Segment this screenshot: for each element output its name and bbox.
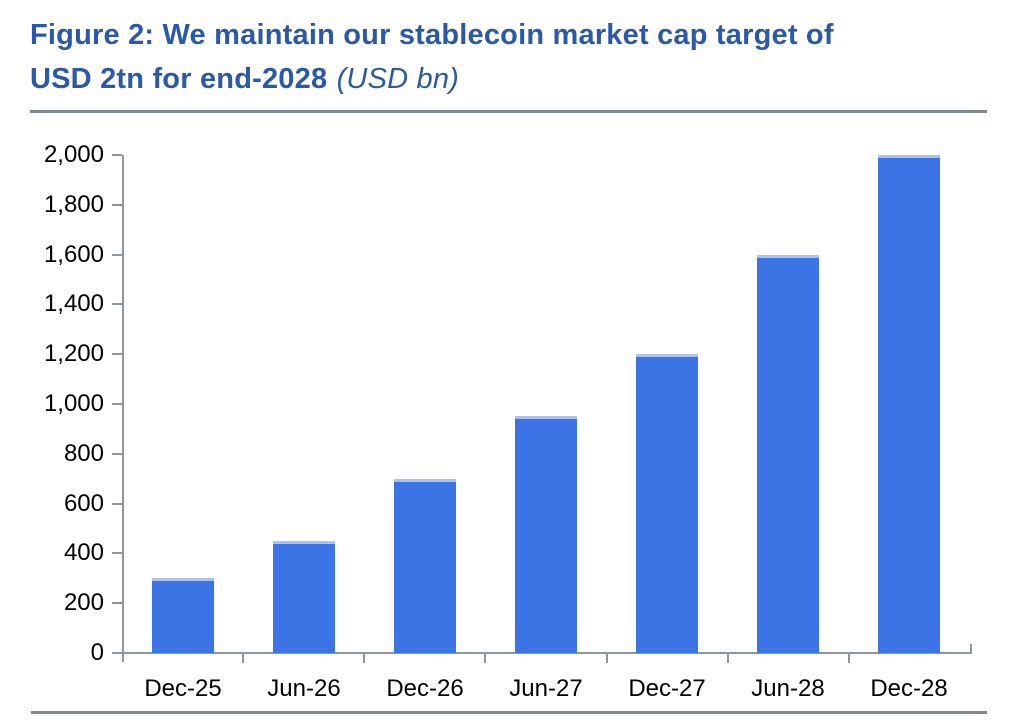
y-axis-tick	[112, 154, 122, 156]
y-axis-tick-label: 1,200	[43, 340, 104, 368]
y-axis-tick-label: 800	[63, 439, 104, 467]
x-axis-tick	[847, 654, 850, 663]
x-axis-label-jun-26: Jun-26	[267, 675, 341, 702]
y-axis-tick-label: 400	[63, 539, 104, 567]
y-axis-tick-label: 1,800	[43, 190, 104, 218]
y-axis-tick-label: 600	[63, 489, 104, 517]
bar-dec-25	[152, 578, 214, 653]
bar-dec-26	[394, 479, 456, 653]
bar-dec-27	[636, 354, 698, 653]
x-axis-tick	[726, 654, 729, 663]
y-axis-tick	[112, 253, 122, 256]
y-axis-tick	[112, 652, 122, 654]
x-axis-tick	[363, 654, 366, 663]
y-axis-tick-label: 1,400	[43, 290, 104, 318]
y-axis-tick-label: 1,000	[43, 390, 104, 417]
y-axis-tick	[112, 452, 122, 455]
x-axis-label-dec-27: Dec-27	[628, 675, 706, 702]
bar-dec-28	[878, 155, 940, 653]
figure-title-unit-note: (USD bn)	[336, 63, 460, 95]
y-axis-tick	[112, 403, 122, 405]
y-axis-tick	[112, 502, 122, 505]
y-axis-line	[122, 155, 124, 662]
figure-title-line1: Figure 2: We maintain our stablecoin mar…	[30, 19, 834, 51]
x-axis-label-jun-28: Jun-28	[751, 675, 825, 702]
x-axis-label-jun-27: Jun-27	[509, 675, 583, 702]
figure-title-line2: USD 2tn for end-2028 (USD bn)	[30, 57, 995, 101]
y-axis-tick-label: 200	[63, 589, 104, 617]
x-axis-tick	[242, 654, 245, 663]
y-axis-tick	[112, 552, 122, 555]
x-axis-label-dec-26: Dec-26	[386, 675, 464, 702]
y-axis-tick-label: 2,000	[43, 141, 104, 168]
y-axis-tick	[112, 303, 122, 306]
y-axis-tick	[112, 203, 122, 206]
figure-bottom-border-line	[31, 711, 987, 714]
y-axis-tick	[112, 353, 122, 356]
bar-jun-26	[273, 541, 335, 653]
bar-jun-27	[515, 416, 577, 653]
y-axis-tick-label: 0	[90, 639, 104, 666]
x-axis-end-tick	[970, 644, 972, 653]
bar-jun-28	[757, 255, 819, 653]
x-axis-tick	[484, 654, 487, 663]
x-axis-label-dec-28: Dec-28	[870, 675, 948, 702]
figure-title: Figure 2: We maintain our stablecoin mar…	[30, 13, 995, 101]
x-axis-label-dec-25: Dec-25	[144, 675, 222, 702]
y-axis-tick-label: 1,600	[43, 240, 104, 268]
figure-title-line2-bold: USD 2tn for end-2028	[30, 63, 328, 95]
y-axis-tick	[112, 602, 122, 605]
x-axis-line	[112, 652, 972, 654]
x-axis-tick	[605, 654, 608, 663]
title-divider-line	[30, 110, 987, 113]
